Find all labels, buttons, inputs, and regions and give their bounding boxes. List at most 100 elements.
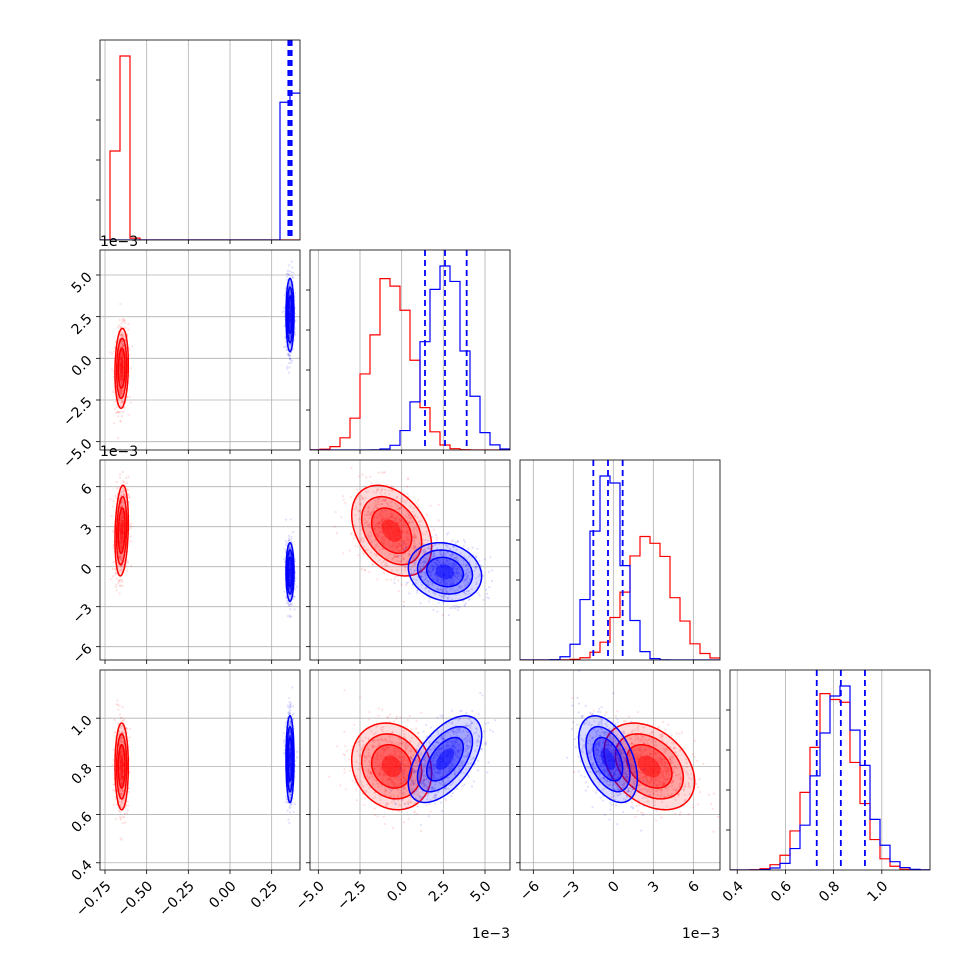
panel-3-1: −5.0 −2.5 0.0 2.5 5.0 <box>293 669 511 914</box>
y-tick-label: 6 <box>78 481 96 499</box>
y-tick-label: −2.5 <box>60 394 95 429</box>
x-tick-label: 0.25 <box>248 878 281 911</box>
y-offset-label: 1e−3 <box>100 444 138 460</box>
y-tick-label: 0.6 <box>69 809 96 836</box>
panel-frame <box>519 459 721 661</box>
panel-1-0: −5.0 −2.5 0.0 2.5 5.0 <box>60 249 301 471</box>
panel-content <box>730 670 930 870</box>
x-tick-label: 0.4 <box>720 878 747 905</box>
panel-frame <box>99 459 301 661</box>
density-fill-blue <box>435 748 455 770</box>
contour-red <box>603 722 696 811</box>
panel-content <box>100 460 300 660</box>
histogram-blue <box>730 685 930 870</box>
x-tick-label: 6 <box>685 878 703 896</box>
contour-blue <box>585 725 631 793</box>
x-tick-label: 2.5 <box>426 878 453 905</box>
y-tick-label: 5.0 <box>69 269 96 296</box>
density-fill-blue <box>289 305 291 325</box>
density-fill-red <box>120 358 124 379</box>
contour-red <box>360 733 423 800</box>
density-fill-red <box>120 519 124 542</box>
x-tick-label: −5.0 <box>293 878 328 913</box>
panel-3-2: −6 −3 0 3 6 <box>516 669 721 904</box>
contour-blue <box>416 725 474 793</box>
y-offset-label: 1e−3 <box>100 234 138 250</box>
panel-content <box>310 670 510 870</box>
contour-red <box>114 327 130 410</box>
contour-red <box>115 337 128 400</box>
histogram-blue <box>100 92 300 240</box>
density-fill-red <box>381 519 402 542</box>
contour-red <box>614 733 685 800</box>
x-tick-label: 0.6 <box>768 878 795 905</box>
density-fill-blue <box>289 748 291 770</box>
x-tick-label: −2.5 <box>334 878 369 913</box>
density-fill-red <box>638 755 661 778</box>
x-tick-label: −3 <box>557 878 583 904</box>
contour-red <box>370 743 413 789</box>
contour-blue <box>592 736 624 782</box>
panel-content <box>520 460 720 660</box>
contour-blue <box>285 715 295 804</box>
y-tick-label: 1.0 <box>69 713 96 740</box>
panel-frame <box>309 459 511 661</box>
panel-frame <box>99 249 301 451</box>
panel-content <box>310 250 510 450</box>
contour-red <box>115 495 128 566</box>
x-tick-label: −0.25 <box>156 878 198 920</box>
density-fill-red <box>120 755 124 778</box>
contour-blue <box>416 549 474 595</box>
contour-red <box>625 743 673 789</box>
contour-blue <box>287 556 293 588</box>
contour-red <box>117 743 126 789</box>
contour-blue <box>287 736 293 782</box>
x-tick-label: 3 <box>645 878 663 896</box>
y-tick-label: 3 <box>78 521 96 539</box>
contour-red <box>117 347 126 390</box>
panel-2-0: −6 −3 0 3 6 <box>70 459 301 667</box>
panel-2-1 <box>306 459 511 664</box>
x-tick-label: 5.0 <box>468 878 495 905</box>
contour-blue <box>285 541 295 603</box>
panel-content <box>310 460 510 660</box>
y-tick-label: 2.5 <box>69 311 96 338</box>
y-tick-label: −3 <box>70 601 96 627</box>
contour-blue <box>286 725 294 793</box>
panel-frame <box>309 669 511 871</box>
contour-red <box>360 495 423 566</box>
contour-blue <box>285 277 295 353</box>
y-tick-label: 0.8 <box>69 761 96 788</box>
contour-red <box>115 733 128 800</box>
panel-2-2 <box>516 459 721 664</box>
x-offset-label: 1e−3 <box>682 926 720 942</box>
x-tick-label: −6 <box>517 878 543 904</box>
panel-content <box>100 670 300 870</box>
density-fill-blue <box>435 564 455 580</box>
contour-blue <box>577 715 639 804</box>
x-tick-label: 0 <box>605 878 623 896</box>
contour-red <box>370 507 413 555</box>
panel-frame <box>519 669 721 871</box>
contour-red <box>114 722 130 811</box>
x-tick-label: 1.0 <box>864 878 891 905</box>
x-tick-label: 0.00 <box>206 878 239 911</box>
contour-blue <box>287 295 293 335</box>
panel-frame <box>729 669 931 871</box>
y-tick-label: 0.0 <box>69 353 96 380</box>
contour-blue <box>407 541 483 603</box>
panel-frame <box>309 249 511 451</box>
contour-blue <box>407 715 483 804</box>
y-tick-label: 0 <box>78 561 96 579</box>
panel-content <box>100 250 300 450</box>
density-fill-blue <box>289 564 291 580</box>
contour-blue <box>425 736 465 782</box>
y-tick-label: −6 <box>70 641 96 667</box>
x-tick-label: 0.0 <box>384 878 411 905</box>
panel-1-1 <box>306 249 511 454</box>
panel-3-3: 0.4 0.6 0.8 1.0 <box>720 669 931 905</box>
panel-frame <box>99 669 301 871</box>
x-tick-label: 0.8 <box>816 878 843 905</box>
y-tick-label: −5.0 <box>60 436 95 471</box>
